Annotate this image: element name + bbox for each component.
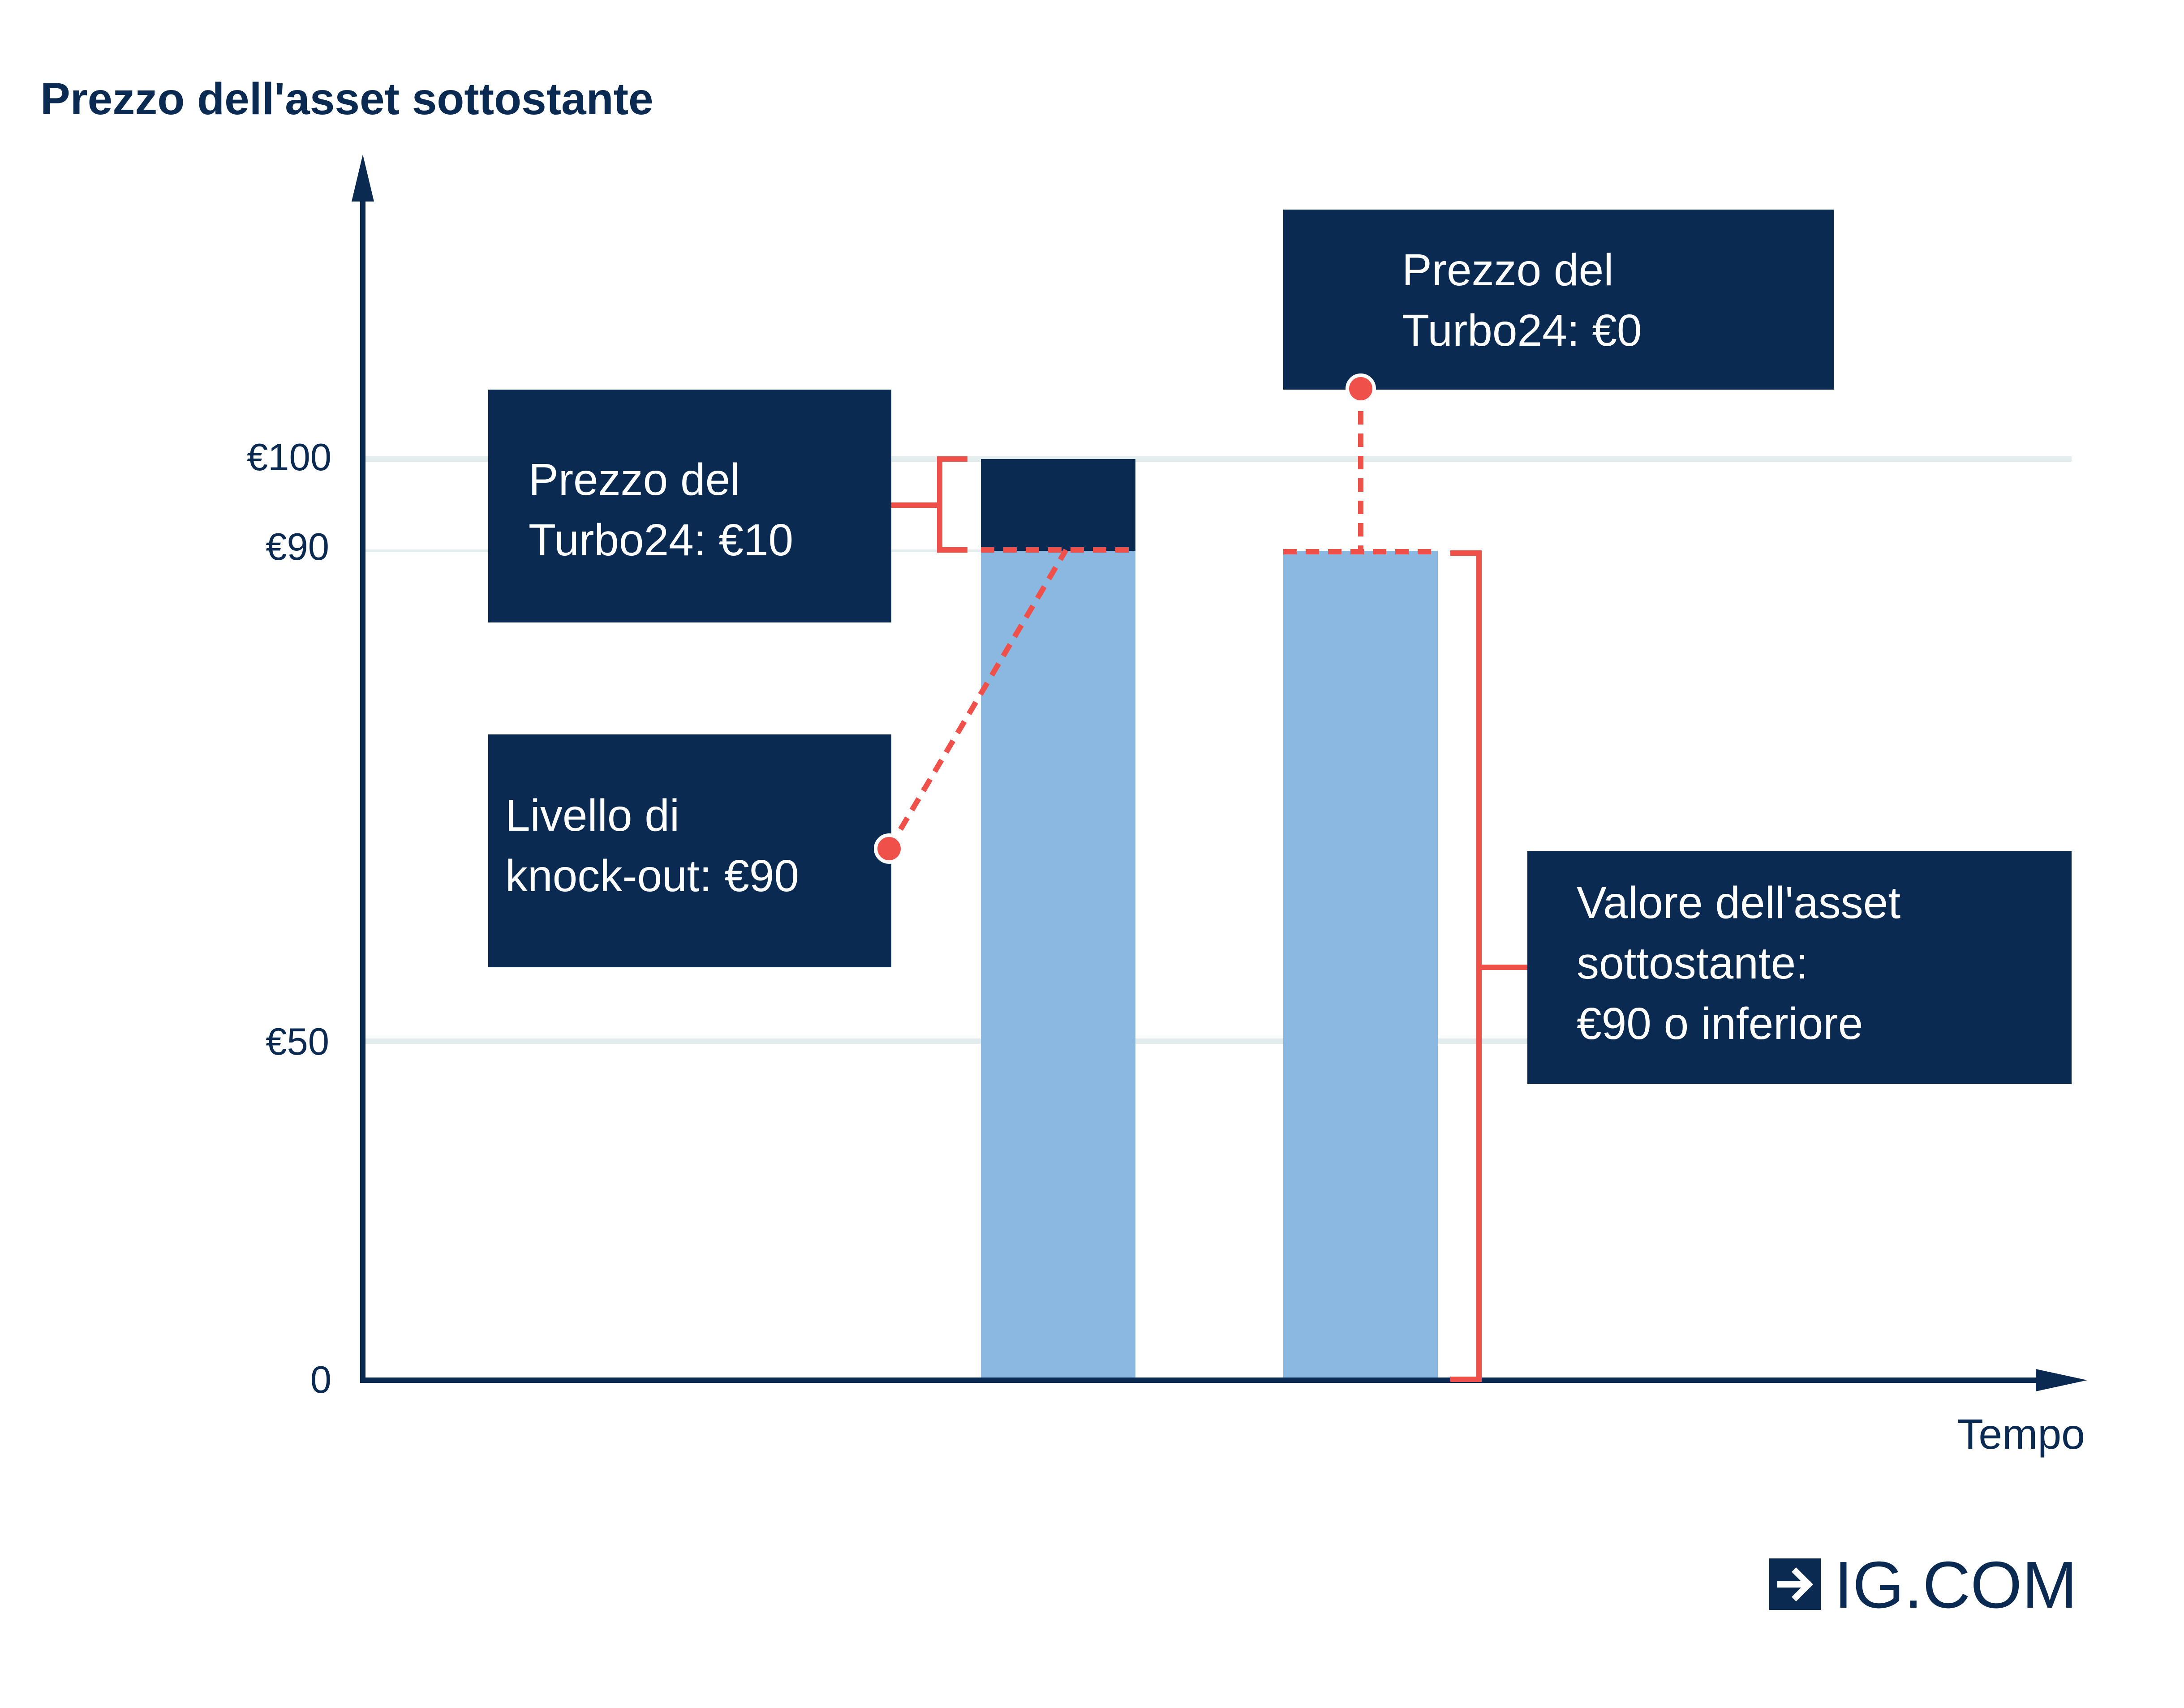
annotation-line-1: Prezzo del	[1402, 245, 1613, 295]
annotation-line-3: €90 o inferiore	[1577, 999, 1863, 1049]
y-tick-labels: €100 €90 €50 0	[247, 436, 331, 1401]
annotation-line-1: Prezzo del	[529, 455, 740, 505]
bracket	[1450, 550, 1482, 1382]
annotation-underlying-value: Valore dell'asset sottostante: €90 o inf…	[1450, 550, 2072, 1382]
y-axis-title: Prezzo dell'asset sottostante	[40, 74, 653, 124]
logo-text: IG.COM	[1834, 1548, 2077, 1622]
bars	[981, 459, 1438, 1379]
bar-1-base	[981, 551, 1135, 1379]
annotation-box	[1283, 210, 1834, 390]
annotation-line-1: Livello di	[505, 790, 679, 841]
bracket	[937, 456, 967, 553]
annotation-box	[1527, 851, 2072, 1084]
x-axis-arrow	[2036, 1369, 2087, 1391]
annotation-turbo-price-0: Prezzo del Turbo24: €0	[1283, 210, 1834, 550]
y-tick-label-90: €90	[266, 526, 329, 568]
annotation-knockout-level: Livello di knock-out: €90	[488, 548, 1069, 967]
knockout-markers	[981, 547, 1438, 554]
bar-2-base	[1283, 551, 1438, 1379]
annotation-turbo-price-10: Prezzo del Turbo24: €10	[488, 390, 967, 622]
y-tick-label-50: €50	[266, 1021, 329, 1063]
axes	[352, 154, 2087, 1391]
leader-line	[886, 548, 1069, 850]
bar-1-turbo-segment	[981, 459, 1135, 551]
arrow-right-icon-glyph	[1777, 1567, 1813, 1601]
y-tick-label-100: €100	[247, 436, 331, 479]
x-axis-title: Tempo	[1957, 1411, 2085, 1458]
y-tick-label-0: 0	[310, 1359, 331, 1401]
annotation-box	[488, 734, 891, 967]
annotation-line-2: knock-out: €90	[505, 851, 799, 901]
y-axis-arrow	[352, 154, 374, 202]
annotation-line-2: Turbo24: €10	[529, 515, 793, 565]
annotation-line-2: Turbo24: €0	[1402, 305, 1642, 356]
annotation-line-1: Valore dell'asset	[1577, 878, 1900, 928]
leader-dot	[874, 833, 904, 864]
leader-dot	[1346, 373, 1376, 404]
ig-logo: IG.COM	[1769, 1548, 2077, 1622]
annotation-line-2: sottostante:	[1577, 938, 1808, 988]
annotation-box	[488, 390, 891, 622]
